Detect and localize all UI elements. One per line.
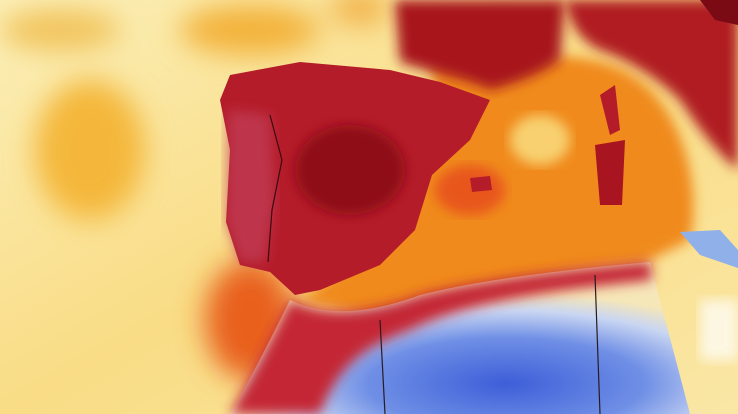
ocean-warm-patches bbox=[0, 0, 390, 380]
portugal-land bbox=[226, 110, 275, 262]
sardinia-land bbox=[595, 140, 625, 205]
france-land bbox=[395, 0, 565, 90]
corsica-land bbox=[600, 85, 620, 135]
border-line bbox=[267, 114, 283, 263]
mallorca-land bbox=[470, 176, 492, 192]
italy-land bbox=[565, 0, 738, 170]
border-line bbox=[379, 274, 601, 414]
sicily-land bbox=[680, 230, 738, 268]
africa-coast-hot bbox=[230, 262, 652, 414]
sea-cool-patch bbox=[510, 115, 570, 165]
cloud-patch bbox=[700, 300, 738, 360]
sea-warm-patch bbox=[435, 165, 505, 215]
north-africa-land bbox=[230, 262, 690, 414]
iberia-hot-core bbox=[295, 125, 405, 215]
balkans-land bbox=[700, 0, 738, 25]
